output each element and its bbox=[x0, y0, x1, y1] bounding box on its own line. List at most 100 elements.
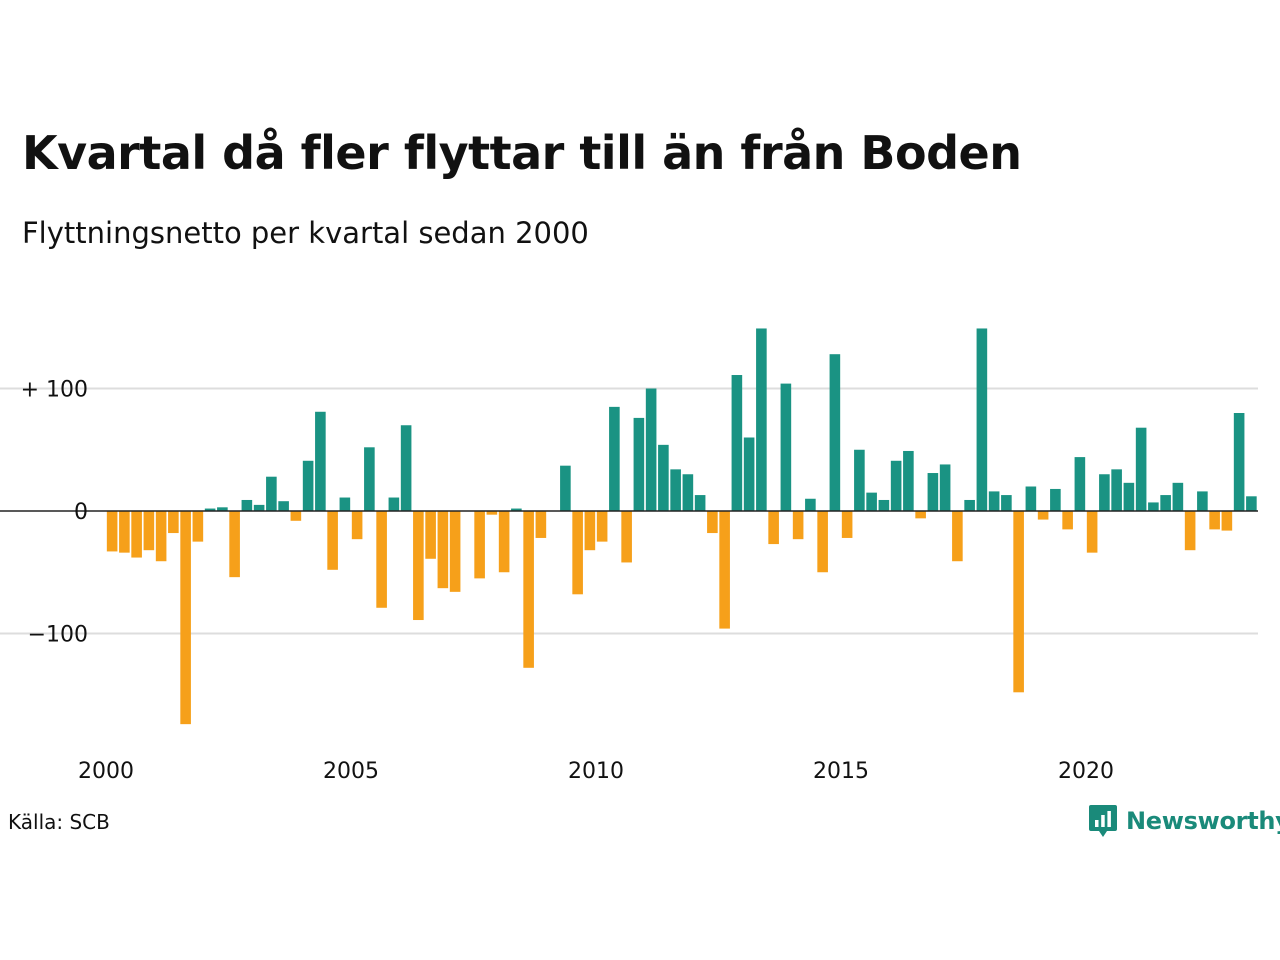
bar bbox=[694, 495, 706, 511]
bar bbox=[1025, 486, 1037, 511]
x-axis-ticks: 2000 2005 2010 2015 2020 bbox=[78, 759, 1114, 784]
bar bbox=[1160, 495, 1171, 511]
bar bbox=[964, 499, 975, 511]
bar bbox=[1221, 511, 1233, 531]
bar bbox=[1001, 495, 1012, 511]
bar bbox=[192, 511, 204, 542]
bar bbox=[903, 450, 914, 511]
bar bbox=[707, 511, 718, 534]
bar bbox=[1172, 482, 1184, 511]
bar bbox=[376, 511, 387, 608]
bar bbox=[143, 511, 155, 551]
bar bbox=[278, 501, 289, 511]
bar bbox=[805, 498, 816, 511]
bar bbox=[131, 511, 142, 558]
bar bbox=[756, 328, 767, 511]
bar bbox=[682, 474, 694, 511]
grid-lines bbox=[0, 387, 1258, 635]
bar bbox=[743, 437, 755, 511]
bar bbox=[180, 511, 191, 725]
bar bbox=[168, 511, 179, 534]
bar bbox=[1013, 511, 1024, 693]
bar bbox=[976, 328, 988, 511]
bar bbox=[498, 511, 510, 573]
bar bbox=[437, 511, 449, 589]
bar bbox=[645, 388, 657, 511]
bar bbox=[229, 511, 240, 578]
bar bbox=[425, 511, 436, 559]
bar bbox=[339, 497, 351, 512]
bar bbox=[854, 449, 865, 511]
bar bbox=[1246, 496, 1257, 511]
bar bbox=[584, 511, 596, 551]
bar bbox=[670, 469, 681, 511]
bar bbox=[302, 460, 314, 512]
bar bbox=[327, 511, 338, 570]
bar bbox=[449, 511, 461, 592]
bar bbox=[535, 511, 547, 538]
bar bbox=[1037, 511, 1049, 520]
bar bbox=[560, 465, 571, 512]
bar bbox=[266, 476, 277, 511]
bar bbox=[290, 511, 302, 521]
source-note: Källa: SCB bbox=[8, 810, 110, 834]
bar bbox=[388, 497, 400, 512]
bar bbox=[878, 499, 890, 511]
bar bbox=[633, 417, 645, 511]
bar bbox=[155, 511, 167, 562]
bar bbox=[1209, 511, 1220, 530]
bar bbox=[1050, 488, 1061, 511]
bar bbox=[572, 511, 583, 595]
bar bbox=[731, 375, 743, 511]
chart-title: Kvartal då fler flyttar till än från Bod… bbox=[22, 126, 1022, 180]
bar bbox=[841, 511, 853, 538]
chart-subtitle: Flyttningsnetto per kvartal sedan 2000 bbox=[22, 216, 589, 250]
bar bbox=[890, 460, 902, 512]
bars bbox=[106, 328, 1257, 725]
bar bbox=[119, 511, 130, 553]
bar bbox=[364, 447, 375, 511]
bar bbox=[829, 354, 841, 511]
y-tick-label: + 100 bbox=[21, 378, 88, 403]
bar bbox=[351, 511, 363, 540]
bar bbox=[486, 511, 498, 515]
x-tick-label: 2015 bbox=[813, 759, 869, 784]
bar bbox=[1099, 474, 1110, 511]
newsworthy-chart-logo-icon bbox=[1089, 805, 1117, 837]
bar bbox=[511, 508, 522, 511]
bar bbox=[253, 504, 265, 512]
bar bbox=[523, 511, 534, 668]
bar bbox=[106, 511, 118, 552]
brand-name: Newsworthy bbox=[1126, 807, 1280, 835]
x-tick-label: 2000 bbox=[78, 759, 134, 784]
bar bbox=[1074, 457, 1086, 511]
y-tick-label: 0 bbox=[74, 500, 88, 525]
x-tick-label: 2020 bbox=[1058, 759, 1114, 784]
bar bbox=[1184, 511, 1196, 551]
bar bbox=[792, 511, 804, 540]
bar bbox=[1197, 491, 1208, 511]
bar bbox=[204, 508, 216, 511]
bar bbox=[768, 511, 779, 545]
bar bbox=[474, 511, 485, 579]
bar bbox=[596, 511, 608, 542]
bar bbox=[400, 425, 412, 511]
bar bbox=[780, 383, 792, 511]
bar bbox=[609, 406, 620, 511]
y-axis-ticks: + 100 0 −100 bbox=[21, 378, 88, 648]
bar bbox=[241, 499, 253, 511]
bar bbox=[217, 507, 228, 511]
bar bbox=[1062, 511, 1073, 530]
x-tick-label: 2005 bbox=[323, 759, 379, 784]
bar-chart: + 100 0 −100 2000 2005 2010 2015 2020 bbox=[0, 328, 1258, 784]
bar bbox=[1135, 427, 1147, 511]
bar bbox=[939, 464, 951, 511]
bar bbox=[952, 511, 963, 562]
bar bbox=[719, 511, 730, 629]
bar bbox=[1148, 502, 1159, 512]
y-tick-label: −100 bbox=[28, 623, 88, 648]
bar bbox=[315, 411, 326, 511]
bar bbox=[817, 511, 828, 573]
bar bbox=[1111, 469, 1122, 511]
bar bbox=[1086, 511, 1098, 553]
